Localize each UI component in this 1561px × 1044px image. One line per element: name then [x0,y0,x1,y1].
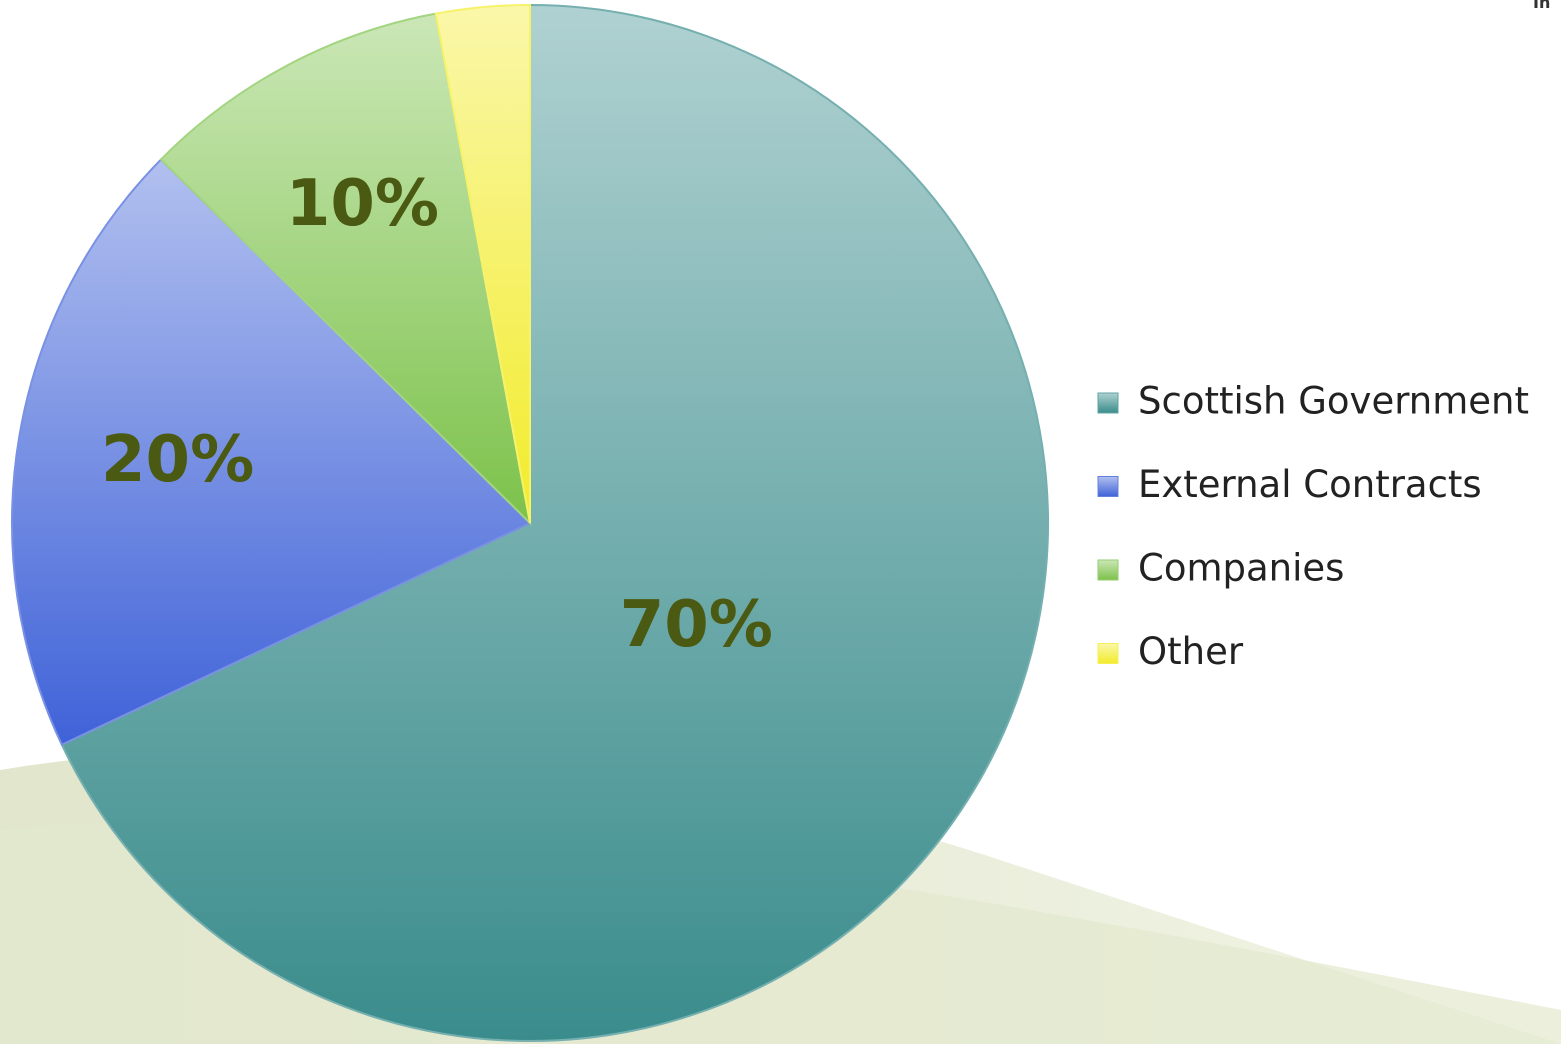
legend-label: Scottish Government [1138,380,1529,423]
legend-swatch [1097,392,1119,414]
pie-slice [11,158,532,747]
legend-swatch [1097,559,1119,581]
corner-text: In [1533,0,1550,12]
pie-slice [60,3,1049,1042]
data-label: 20% [101,423,254,497]
legend-label: Other [1138,630,1244,673]
data-label: 70% [620,588,773,662]
pie-slice [434,3,531,524]
data-label: 10% [286,167,439,241]
legend-swatch [1097,476,1119,497]
legend-label: Companies [1138,547,1344,590]
legend-swatch [1097,643,1119,664]
legend-label: External Contracts [1138,463,1482,506]
pie-slice [159,12,532,526]
